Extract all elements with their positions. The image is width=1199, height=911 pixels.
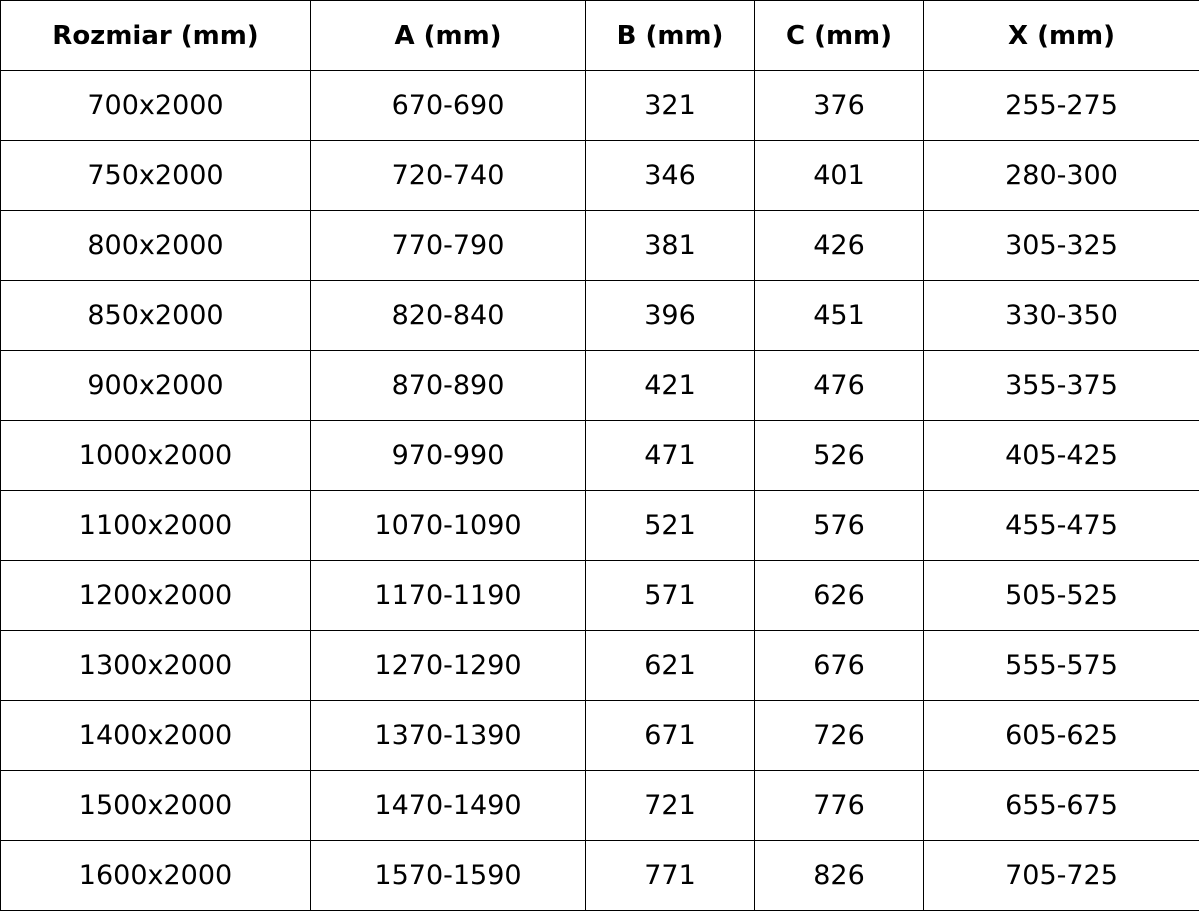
table-cell: 771 [585,840,755,911]
table-cell: 621 [585,630,755,701]
table-cell: 671 [585,700,755,771]
table-cell: 321 [585,70,755,141]
table-cell: 476 [754,350,924,421]
table-row: 1200x2000 1170-1190 571 626 505-525 [0,560,1199,631]
table-cell: 526 [754,420,924,491]
table-cell: 330-350 [923,280,1199,351]
table-cell: 346 [585,140,755,211]
table-cell: 770-790 [310,210,586,281]
table-cell: 750x2000 [0,140,311,211]
table-row: 1400x2000 1370-1390 671 726 605-625 [0,700,1199,771]
table-cell: 376 [754,70,924,141]
table-cell: 455-475 [923,490,1199,561]
table-cell: 820-840 [310,280,586,351]
table-cell: 421 [585,350,755,421]
table-cell: 1170-1190 [310,560,586,631]
table-cell: 726 [754,700,924,771]
table-row: 750x2000 720-740 346 401 280-300 [0,140,1199,211]
table-cell: 396 [585,280,755,351]
table-cell: 970-990 [310,420,586,491]
table-cell: 870-890 [310,350,586,421]
table-cell: 1500x2000 [0,770,311,841]
table-row: 900x2000 870-890 421 476 355-375 [0,350,1199,421]
table-cell: 305-325 [923,210,1199,281]
table-cell: 900x2000 [0,350,311,421]
table-cell: 1570-1590 [310,840,586,911]
table-cell: 1470-1490 [310,770,586,841]
column-header: X (mm) [923,0,1199,71]
table-cell: 405-425 [923,420,1199,491]
table-row: 1100x2000 1070-1090 521 576 455-475 [0,490,1199,561]
table-cell: 705-725 [923,840,1199,911]
table-cell: 521 [585,490,755,561]
table-row: 800x2000 770-790 381 426 305-325 [0,210,1199,281]
table-cell: 471 [585,420,755,491]
table-cell: 1200x2000 [0,560,311,631]
table-cell: 426 [754,210,924,281]
table-row: 1600x2000 1570-1590 771 826 705-725 [0,840,1199,911]
table-cell: 700x2000 [0,70,311,141]
table-cell: 355-375 [923,350,1199,421]
table-cell: 576 [754,490,924,561]
table-cell: 676 [754,630,924,701]
table-cell: 670-690 [310,70,586,141]
table-row: 1300x2000 1270-1290 621 676 555-575 [0,630,1199,701]
table-cell: 280-300 [923,140,1199,211]
table-cell: 720-740 [310,140,586,211]
table-cell: 571 [585,560,755,631]
table-row: 1500x2000 1470-1490 721 776 655-675 [0,770,1199,841]
table-cell: 605-625 [923,700,1199,771]
table-cell: 1000x2000 [0,420,311,491]
table-cell: 555-575 [923,630,1199,701]
table-cell: 401 [754,140,924,211]
table-cell: 1100x2000 [0,490,311,561]
column-header: A (mm) [310,0,586,71]
table-cell: 1300x2000 [0,630,311,701]
table-cell: 1070-1090 [310,490,586,561]
table-cell: 626 [754,560,924,631]
table-cell: 505-525 [923,560,1199,631]
table-row: 700x2000 670-690 321 376 255-275 [0,70,1199,141]
table-cell: 1400x2000 [0,700,311,771]
table-cell: 850x2000 [0,280,311,351]
column-header: B (mm) [585,0,755,71]
table-cell: 1600x2000 [0,840,311,911]
table-cell: 1270-1290 [310,630,586,701]
column-header: C (mm) [754,0,924,71]
column-header: Rozmiar (mm) [0,0,311,71]
table-cell: 451 [754,280,924,351]
table-cell: 776 [754,770,924,841]
header-row: Rozmiar (mm) A (mm) B (mm) C (mm) X (mm) [0,0,1199,71]
table-cell: 800x2000 [0,210,311,281]
table-cell: 826 [754,840,924,911]
table-cell: 721 [585,770,755,841]
table-cell: 655-675 [923,770,1199,841]
table-cell: 255-275 [923,70,1199,141]
table-cell: 1370-1390 [310,700,586,771]
table-row: 850x2000 820-840 396 451 330-350 [0,280,1199,351]
table-row: 1000x2000 970-990 471 526 405-425 [0,420,1199,491]
table-cell: 381 [585,210,755,281]
